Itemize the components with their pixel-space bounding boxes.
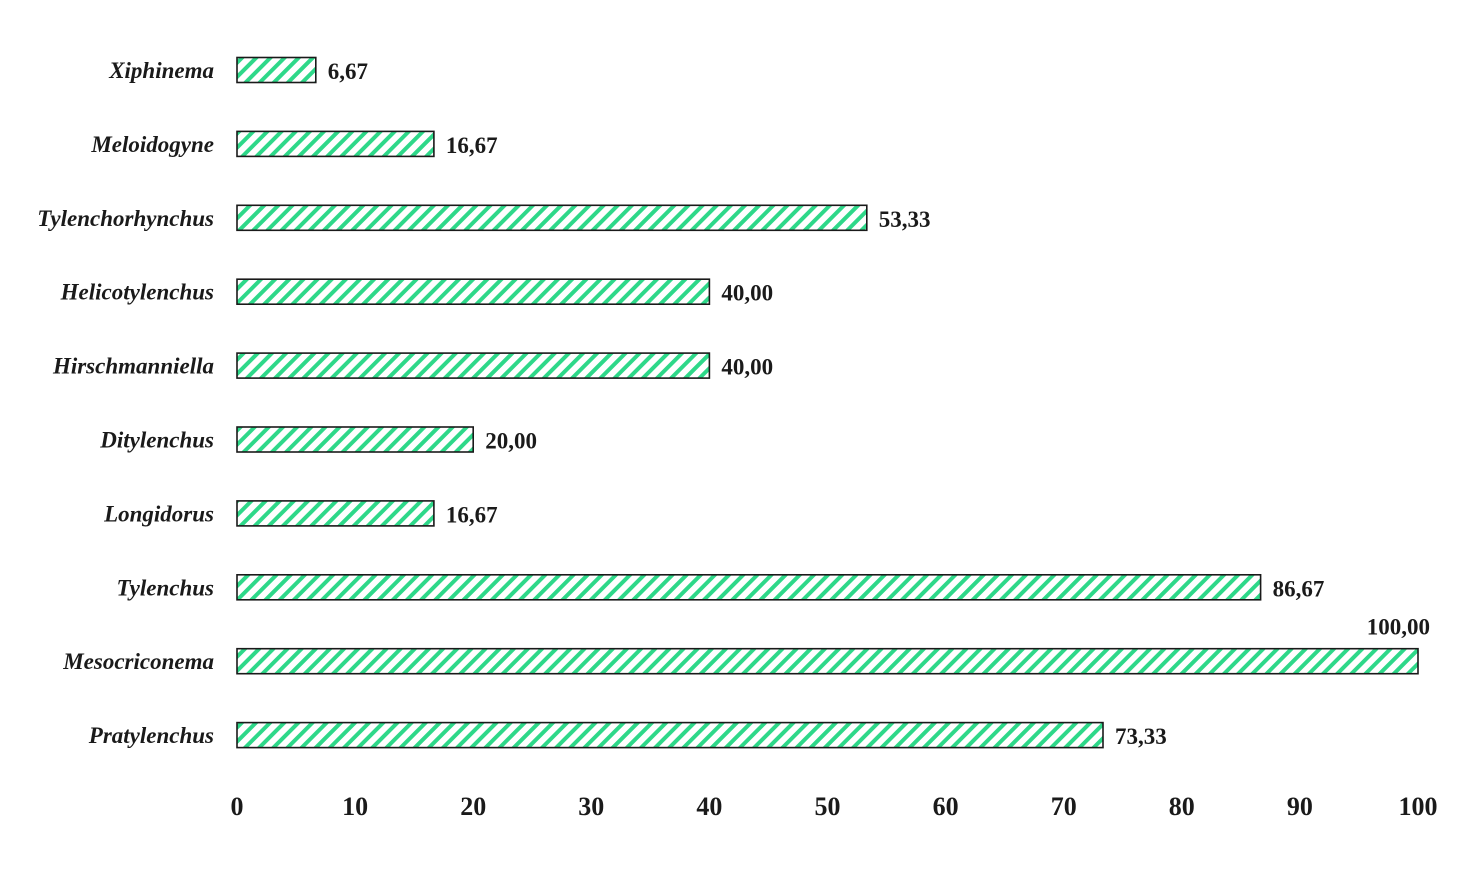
category-label-hirschmanniella: Hirschmanniella <box>52 354 214 379</box>
category-label-longidorus: Longidorus <box>103 501 214 526</box>
x-tick-label-10: 10 <box>342 792 368 821</box>
x-tick-label-50: 50 <box>815 792 841 821</box>
x-tick-label-100: 100 <box>1399 792 1438 821</box>
x-tick-label-70: 70 <box>1051 792 1077 821</box>
value-label-mesocriconema: 100,00 <box>1367 615 1430 640</box>
x-tick-label-20: 20 <box>460 792 486 821</box>
category-label-helicotylenchus: Helicotylenchus <box>60 280 214 305</box>
x-tick-label-40: 40 <box>696 792 722 821</box>
bar-hirschmanniella <box>236 352 711 379</box>
bar-pratylenchus <box>236 721 1104 749</box>
value-label-pratylenchus: 73,33 <box>1115 724 1167 749</box>
value-label-helicotylenchus: 40,00 <box>721 281 773 306</box>
category-label-pratylenchus: Pratylenchus <box>88 723 214 748</box>
category-labels-group: Xiphinema Meloidogyne Tylenchorhynchus Heli… <box>37 58 214 748</box>
x-tick-label-30: 30 <box>578 792 604 821</box>
bar-longidorus <box>236 500 435 527</box>
bar-meloidogyne <box>236 130 435 158</box>
value-label-longidorus: 16,67 <box>446 502 498 527</box>
x-tick-label-80: 80 <box>1169 792 1195 821</box>
bar-tylenchorhynchus <box>236 204 868 232</box>
bar-mesocriconema <box>236 647 1419 675</box>
x-tick-label-90: 90 <box>1287 792 1313 821</box>
bars-group <box>236 56 1419 749</box>
bar-helicotylenchus <box>236 278 711 306</box>
x-tick-label-0: 0 <box>231 792 244 821</box>
value-label-xiphinema: 6,67 <box>328 59 368 84</box>
category-label-ditylenchus: Ditylenchus <box>99 428 214 453</box>
category-label-xiphinema: Xiphinema <box>108 58 214 83</box>
value-label-tylenchorhynchus: 53,33 <box>879 207 931 232</box>
value-label-meloidogyne: 16,67 <box>446 133 498 158</box>
value-label-tylenchus: 86,67 <box>1273 576 1325 601</box>
value-labels-group: 6,67 16,67 53,33 40,00 40,00 20,00 16,67 86,67 1… <box>328 59 1430 749</box>
bar-ditylenchus <box>236 426 474 453</box>
value-label-ditylenchus: 20,00 <box>485 429 537 454</box>
x-tick-label-60: 60 <box>933 792 959 821</box>
category-label-tylenchorhynchus: Tylenchorhynchus <box>37 206 214 231</box>
bar-tylenchus <box>236 573 1262 601</box>
category-label-meloidogyne: Meloidogyne <box>90 132 214 157</box>
x-axis-ticks-group: 0 10 20 30 40 50 60 70 80 90 100 <box>231 792 1438 821</box>
bar-xiphinema <box>236 56 317 84</box>
category-label-tylenchus: Tylenchus <box>116 575 214 600</box>
value-label-hirschmanniella: 40,00 <box>721 355 773 380</box>
category-label-mesocriconema: Mesocriconema <box>62 649 214 674</box>
